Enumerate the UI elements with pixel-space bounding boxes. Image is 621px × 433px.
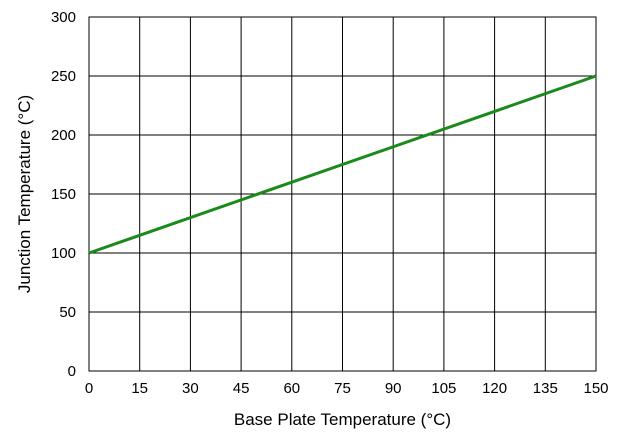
x-tick-label: 15: [131, 380, 148, 397]
x-axis-ticks: 0 15 30 45 60 75 90 105 120 135 150: [85, 380, 609, 397]
y-tick-label: 100: [51, 245, 76, 262]
x-axis-title: Base Plate Temperature (°C): [234, 410, 451, 429]
x-tick-label: 45: [233, 380, 250, 397]
x-tick-label: 75: [334, 380, 351, 397]
y-tick-label: 150: [51, 186, 76, 203]
y-tick-label: 250: [51, 68, 76, 85]
x-tick-label: 120: [482, 380, 507, 397]
y-tick-label: 50: [59, 304, 76, 321]
x-tick-label: 90: [385, 380, 402, 397]
x-tick-label: 30: [182, 380, 199, 397]
x-tick-label: 105: [431, 380, 456, 397]
x-tick-label: 0: [85, 380, 93, 397]
y-tick-label: 300: [51, 9, 76, 26]
y-axis-ticks: 0 50 100 150 200 250 300: [51, 9, 76, 380]
x-tick-label: 135: [533, 380, 558, 397]
grid: [88, 16, 597, 372]
series-layer: [88, 74, 597, 255]
y-tick-label: 200: [51, 127, 76, 144]
x-tick-label: 60: [283, 380, 300, 397]
y-axis-title: Junction Temperature (°C): [15, 95, 34, 293]
series-line: [88, 74, 597, 255]
plot-area: [88, 16, 597, 372]
y-tick-label: 0: [68, 363, 76, 380]
x-tick-label: 150: [583, 380, 608, 397]
